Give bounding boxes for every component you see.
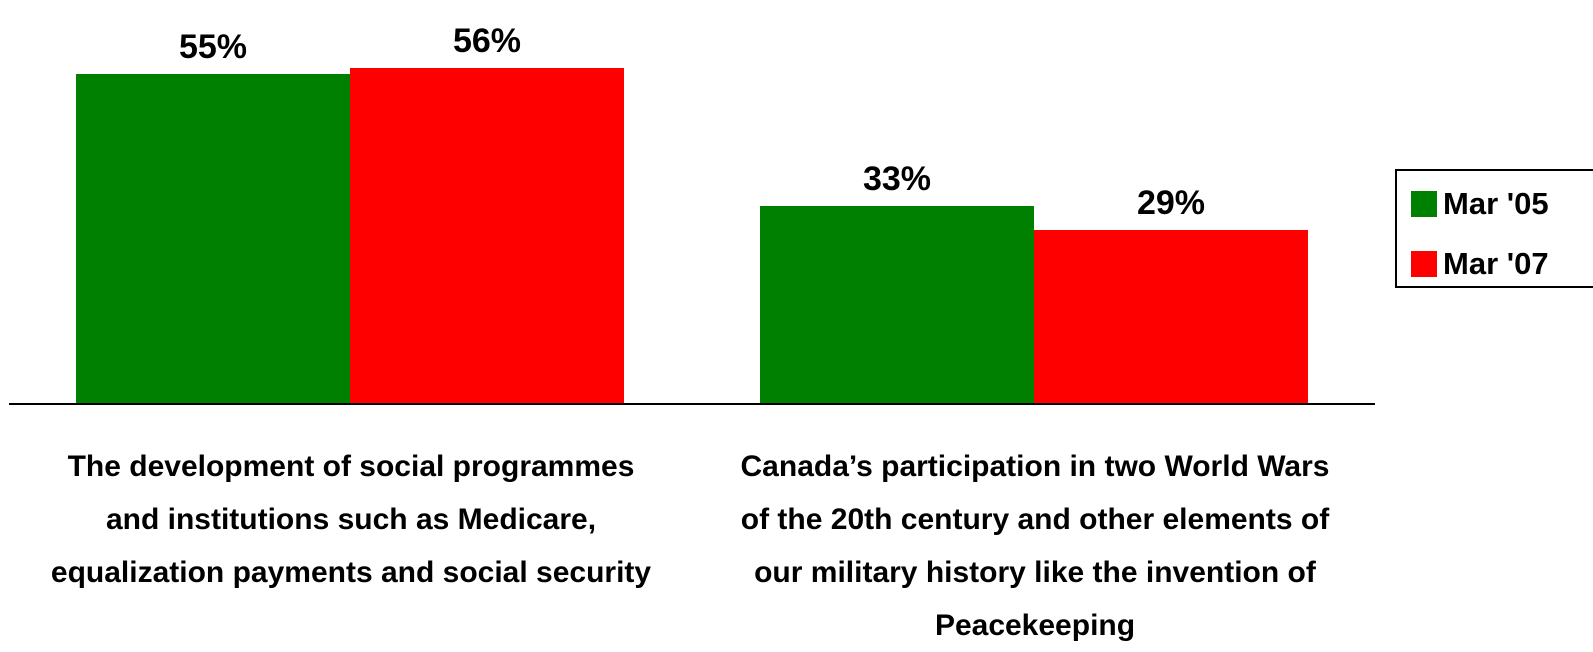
category-label-line: equalization payments and social securit… (50, 556, 652, 589)
legend-label: Mar '05 (1443, 186, 1549, 221)
legend-label: Mar '07 (1443, 246, 1549, 281)
legend-swatch-mar-07 (1411, 251, 1437, 277)
legend-item-mar-07: Mar '07 (1411, 244, 1549, 284)
bar-value-label: 56% (453, 22, 521, 60)
category-label-line: our military history like the invention … (754, 556, 1316, 589)
category-label-line: The development of social programmes (67, 450, 635, 483)
category-label-social-programmes: The development of social programmes and… (1, 440, 701, 599)
category-label-line: and institutions such as Medicare, (105, 503, 597, 536)
bar-value-label: 29% (1137, 184, 1205, 222)
category-label-line: Canada’s participation in two World Wars (740, 450, 1330, 483)
legend-item-mar-05: Mar '05 (1411, 184, 1549, 224)
legend-swatch-mar-05 (1411, 191, 1437, 217)
bar-value-label: 33% (863, 160, 931, 198)
category-label-world-wars: Canada’s participation in two World Wars… (685, 440, 1385, 652)
bar-mar-05-cat-1 (760, 206, 1034, 404)
bar-mar-07-cat-0 (350, 68, 624, 404)
bar-mar-05-cat-0 (76, 74, 350, 404)
category-label-line: Peacekeeping (934, 609, 1136, 642)
category-label-line: of the 20th century and other elements o… (740, 503, 1330, 536)
bar-value-label: 55% (179, 28, 247, 66)
bar-mar-07-cat-1 (1034, 230, 1308, 404)
legend: Mar '05 Mar '07 (1395, 169, 1593, 288)
